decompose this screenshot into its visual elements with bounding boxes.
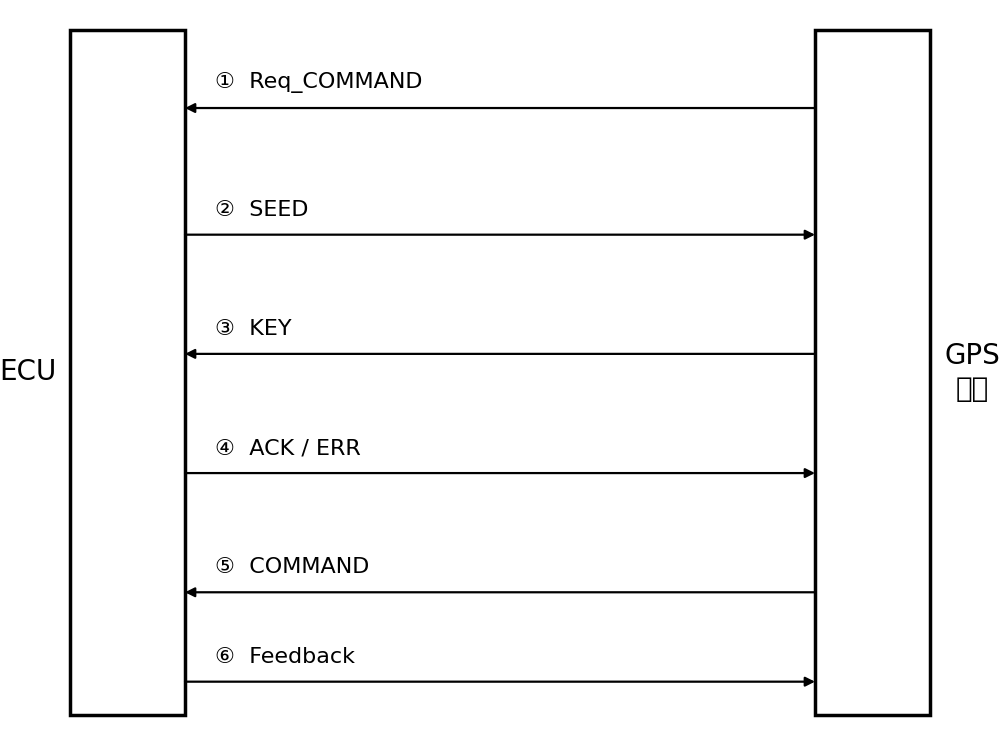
- Text: ECU: ECU: [0, 358, 57, 387]
- Bar: [815, 30, 930, 715]
- Text: ⑤  COMMAND: ⑤ COMMAND: [215, 557, 369, 577]
- Text: ③  KEY: ③ KEY: [215, 319, 292, 339]
- Text: ⑥  Feedback: ⑥ Feedback: [215, 647, 355, 667]
- Text: ②  SEED: ② SEED: [215, 200, 308, 220]
- Bar: [70, 30, 185, 715]
- Text: ④  ACK / ERR: ④ ACK / ERR: [215, 438, 361, 458]
- Text: ①  Req_COMMAND: ① Req_COMMAND: [215, 72, 422, 93]
- Text: GPS
设备: GPS 设备: [944, 342, 1000, 403]
